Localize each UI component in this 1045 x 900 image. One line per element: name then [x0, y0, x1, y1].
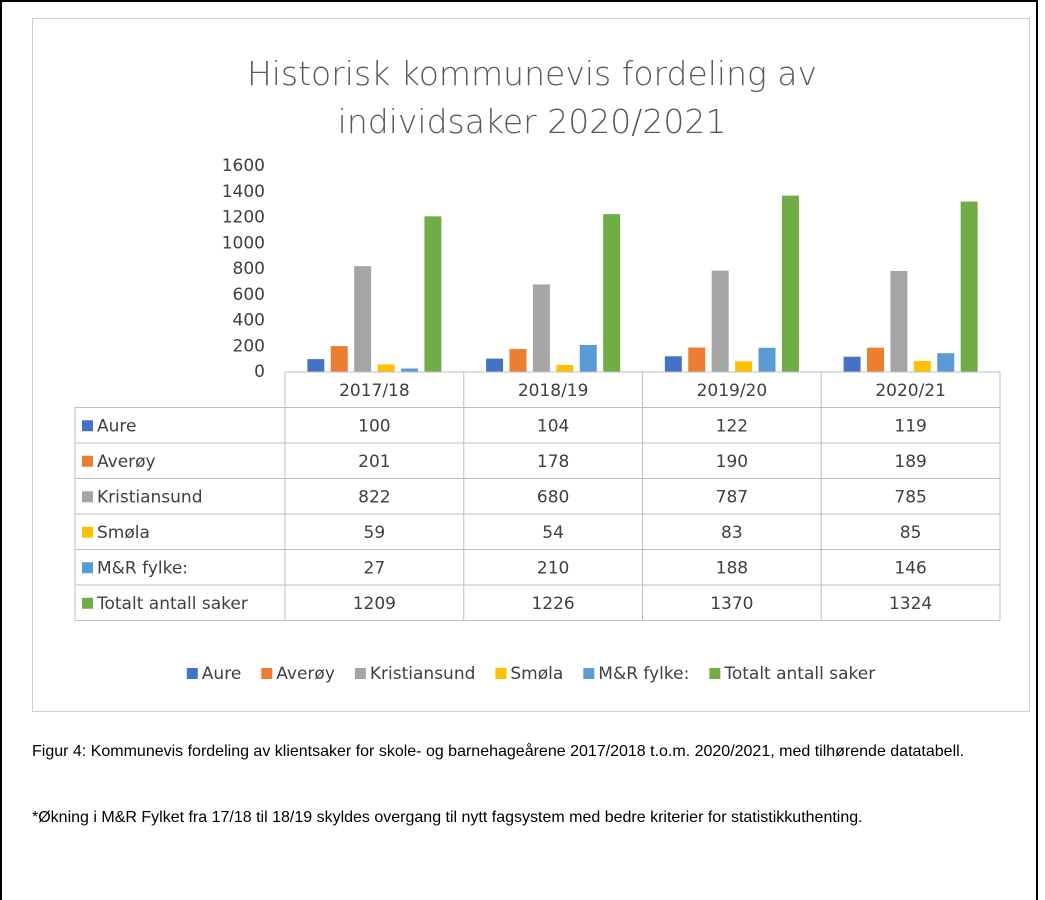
table-row-label: Averøy — [97, 452, 156, 472]
bar — [401, 368, 418, 372]
table-cell: 119 — [894, 416, 926, 436]
x-tick-label: 2019/20 — [697, 381, 768, 401]
bar — [867, 347, 884, 372]
table-cell: 201 — [358, 452, 390, 472]
table-cell: 146 — [894, 558, 926, 578]
table-cell: 59 — [364, 523, 386, 543]
legend: Aure Averøy Kristiansund Smøla M&R fylke: Tot… — [186, 664, 875, 684]
table-cell: 787 — [716, 487, 748, 507]
y-tick-label: 200 — [233, 336, 265, 356]
table-cell: 178 — [537, 452, 569, 472]
y-tick-label: 0 — [254, 362, 265, 382]
table-cell: 189 — [894, 452, 926, 472]
bar — [688, 347, 706, 372]
bar — [579, 344, 597, 372]
legend-key — [186, 668, 198, 679]
table-cell: 100 — [358, 416, 390, 436]
table-cell: 122 — [716, 416, 748, 436]
caption: Figur 4: Kommunevis fordeling av klients… — [32, 743, 965, 760]
bar — [354, 266, 372, 372]
bar — [781, 195, 799, 372]
legend-label: Smøla — [510, 664, 563, 684]
bar — [424, 216, 442, 372]
legend-key — [261, 668, 273, 679]
table-cell: 1324 — [889, 594, 932, 614]
chart-box — [32, 18, 1030, 712]
bar — [960, 201, 978, 372]
legend-label: Kristiansund — [370, 664, 476, 684]
table-legend-key — [82, 420, 93, 432]
table-legend-key — [82, 562, 93, 574]
x-tick-label: 2020/21 — [875, 381, 946, 401]
x-tick-label: 2017/18 — [339, 381, 410, 401]
table-cell: 822 — [358, 487, 390, 507]
legend-key — [495, 668, 507, 679]
table-cell: 27 — [364, 558, 386, 578]
table-legend-key — [82, 491, 93, 503]
table-row-label: Smøla — [97, 523, 150, 543]
table-row-label: M&R fylke: — [97, 558, 188, 578]
table-legend-key — [82, 526, 93, 538]
bar — [937, 353, 955, 372]
bar — [377, 364, 395, 372]
bar — [509, 349, 527, 372]
table-cell: 1370 — [710, 594, 753, 614]
bar — [913, 361, 931, 372]
y-tick-label: 1200 — [222, 208, 265, 228]
x-tick-label: 2018/19 — [518, 381, 589, 401]
table-cell: 1209 — [353, 594, 396, 614]
y-tick-label: 600 — [233, 285, 265, 305]
table-cell: 104 — [537, 416, 569, 436]
table-cell: 85 — [900, 523, 922, 543]
table-cell: 83 — [721, 523, 743, 543]
y-tick-label: 1600 — [222, 156, 265, 176]
table-cell: 188 — [716, 558, 748, 578]
bar — [307, 359, 325, 372]
table-row-label: Aure — [97, 416, 136, 436]
table-legend-key — [82, 455, 93, 467]
y-tick-label: 400 — [233, 311, 265, 331]
bar — [603, 214, 621, 372]
bar — [843, 356, 861, 372]
table-cell: 210 — [537, 558, 569, 578]
table-row-label: Totalt antall saker — [96, 594, 248, 614]
bar — [735, 361, 753, 372]
legend-label: M&R fylke: — [598, 664, 689, 684]
legend-label: Averøy — [276, 664, 335, 684]
bar — [711, 270, 729, 372]
bar — [664, 356, 682, 372]
legend-key — [709, 668, 721, 679]
table-cell: 190 — [716, 452, 748, 472]
bar — [330, 346, 348, 372]
y-tick-label: 1000 — [222, 233, 265, 253]
legend-label: Aure — [202, 664, 241, 684]
table-cell: 54 — [542, 523, 564, 543]
table-legend-key — [82, 597, 93, 609]
legend-key — [583, 668, 595, 679]
bar — [556, 365, 574, 372]
bar — [890, 270, 908, 372]
y-tick-label: 1400 — [222, 182, 265, 202]
bar — [758, 347, 776, 372]
table-cell: 680 — [537, 487, 569, 507]
legend-label: Totalt antall saker — [723, 664, 875, 684]
chart-title: Historisk kommunevis fordeling av indivi… — [246, 54, 818, 141]
legend-key — [354, 668, 366, 679]
bar — [532, 284, 550, 372]
caption-note: *Økning i M&R Fylket fra 17/18 til 18/19… — [32, 809, 863, 826]
y-tick-label: 800 — [233, 259, 265, 279]
bar — [486, 358, 504, 372]
table-row-label: Kristiansund — [97, 487, 203, 507]
table-cell: 1226 — [531, 594, 574, 614]
table-cell: 785 — [894, 487, 926, 507]
